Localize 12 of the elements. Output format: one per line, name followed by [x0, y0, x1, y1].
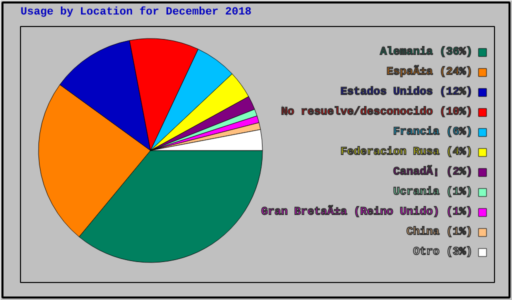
legend-label: CanadÃ¡ (2%): [393, 164, 473, 178]
legend-label: Otro (3%): [413, 246, 473, 258]
legend-label: EspaÃ±a (24%): [386, 64, 473, 78]
legend-label: Ucrania (1%): [393, 186, 473, 198]
legend-label: No resuelve/desconocido (10%): [281, 106, 473, 118]
legend-label: Gran BretaÃ±a (Reino Unido) (1%): [261, 204, 472, 218]
legend-label: Estados Unidos (12%): [340, 86, 473, 98]
legend-label: Francia (6%): [393, 126, 473, 138]
chart-title: Usage by Location for December 2018: [20, 6, 252, 18]
legend-label: China (1%): [406, 226, 473, 238]
legend-label: Federacion Rusa (4%): [340, 146, 473, 158]
legend-label: Alemania (36%): [380, 46, 473, 58]
